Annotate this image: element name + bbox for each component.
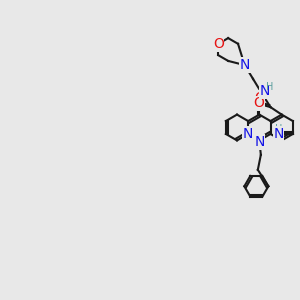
Text: N: N [254, 135, 265, 149]
Text: N: N [243, 127, 254, 141]
Text: H: H [275, 124, 282, 134]
Text: N: N [273, 127, 284, 141]
Text: O: O [254, 91, 265, 104]
Text: H: H [266, 82, 274, 92]
Text: O: O [213, 37, 224, 51]
Text: N: N [259, 84, 270, 98]
Text: O: O [253, 96, 264, 110]
Text: N: N [239, 58, 250, 72]
